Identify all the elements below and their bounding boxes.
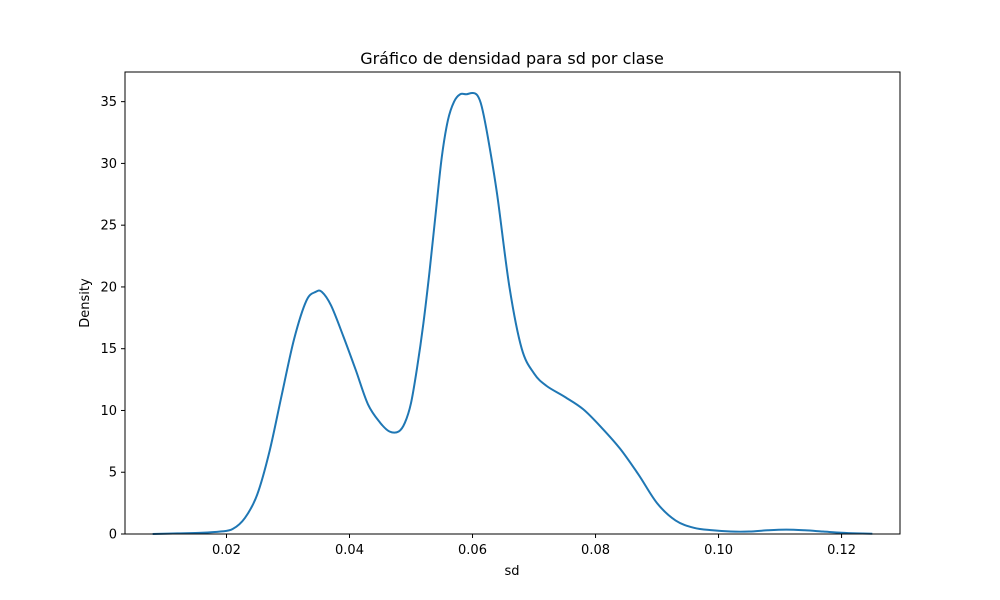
x-tick-label: 0.02 — [212, 543, 241, 558]
y-tick-label: 25 — [100, 219, 117, 234]
x-tick-label: 0.04 — [335, 543, 364, 558]
y-tick-label: 20 — [100, 280, 117, 295]
y-tick-label: 10 — [100, 404, 117, 419]
y-tick-label: 35 — [100, 95, 117, 110]
y-tick-label: 15 — [100, 342, 117, 357]
y-axis-ticks: 0 5 10 15 20 25 30 35 — [100, 95, 125, 543]
x-tick-label: 0.10 — [704, 543, 733, 558]
x-tick-label: 0.06 — [458, 543, 487, 558]
x-axis-ticks: 0.02 0.04 0.06 0.08 0.10 0.12 — [212, 534, 856, 558]
y-tick-label: 5 — [109, 466, 117, 481]
x-tick-label: 0.08 — [581, 543, 610, 558]
density-line — [152, 91, 873, 535]
plot-frame — [124, 71, 901, 535]
x-tick-label: 0.12 — [827, 543, 856, 558]
y-axis-label: Density — [78, 278, 93, 328]
series-layer — [152, 91, 873, 535]
y-tick-label: 0 — [109, 528, 117, 543]
y-tick-label: 30 — [100, 157, 117, 172]
chart-title: Gráfico de densidad para sd por clase — [360, 49, 664, 68]
x-axis-label: sd — [504, 564, 519, 579]
